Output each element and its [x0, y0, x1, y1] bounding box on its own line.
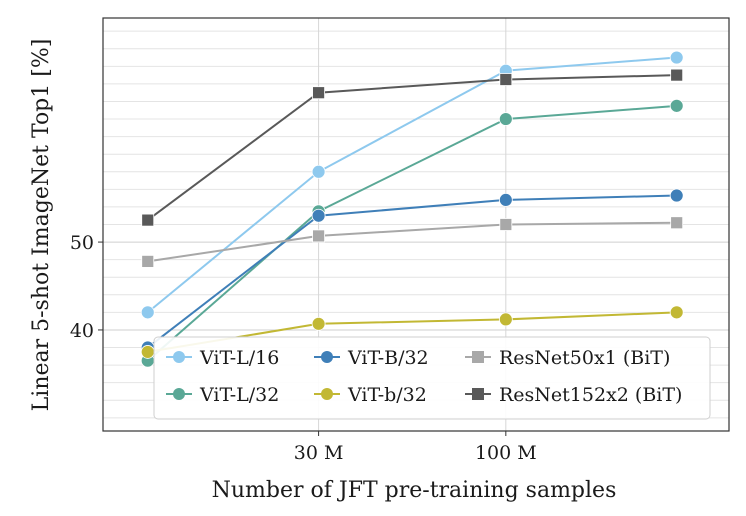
legend-box — [153, 336, 711, 420]
legend-entry: ViT-L/32 — [166, 384, 279, 406]
legend-entry: ResNet152x2 (BiT) — [465, 384, 682, 406]
data-point — [140, 305, 155, 320]
series-layer — [140, 50, 684, 368]
series-vit-b-32 — [140, 188, 684, 355]
data-point — [141, 213, 155, 227]
legend-marker — [472, 388, 484, 400]
data-point — [140, 345, 155, 359]
series-line — [147, 104, 677, 362]
y-tick-label: 50 — [70, 232, 94, 254]
legend-marker — [173, 388, 185, 400]
series-vit-l-32 — [140, 98, 684, 368]
series-resnet50x1-bit — [141, 216, 684, 268]
data-point — [311, 164, 326, 179]
legend-entry: ViT-B/32 — [314, 347, 429, 369]
legend: ViT-L/16 ViT-L/32 ViT-B/32 ViT-b/32 ResNet50… — [153, 336, 711, 420]
data-point — [669, 188, 684, 203]
legend-label: ResNet152x2 (BiT) — [499, 384, 682, 406]
x-axis-label: Number of JFT pre-training samples — [212, 478, 617, 503]
data-point — [311, 208, 326, 223]
series-vit-l-16 — [140, 50, 684, 320]
legend-label: ViT-L/16 — [199, 347, 279, 369]
legend-marker — [173, 351, 185, 363]
legend-marker — [472, 351, 484, 363]
data-point — [669, 50, 684, 65]
x-axis-ticks: 30 M 100 M — [294, 431, 537, 464]
legend-label: ViT-B/32 — [347, 347, 429, 369]
legend-label: ViT-L/32 — [199, 384, 279, 406]
series-line — [147, 56, 677, 314]
legend-label: ResNet50x1 (BiT) — [499, 347, 670, 369]
series-line — [147, 221, 677, 263]
series-line — [147, 194, 677, 349]
legend-entry: ViT-b/32 — [314, 384, 427, 406]
data-point — [670, 216, 684, 230]
data-point — [141, 255, 155, 268]
data-point — [669, 305, 684, 320]
data-point — [312, 86, 325, 100]
data-point — [498, 192, 513, 207]
x-tick-label: 100 M — [475, 442, 537, 464]
legend-marker — [321, 388, 333, 400]
x-tick-label: 30 M — [294, 442, 344, 464]
legend-entry: ViT-L/16 — [166, 347, 279, 369]
series-line — [147, 74, 677, 221]
data-point — [670, 68, 684, 82]
data-point — [498, 312, 513, 327]
legend-marker — [321, 351, 333, 363]
data-point — [499, 73, 513, 86]
y-tick-label: 40 — [70, 320, 94, 342]
data-point — [311, 316, 326, 331]
data-point — [499, 218, 513, 231]
series-resnet152x2-bit — [141, 68, 684, 227]
data-point — [669, 98, 684, 113]
data-point — [312, 229, 325, 243]
y-axis-ticks: 40 50 — [70, 232, 103, 342]
plot-frame — [102, 17, 730, 432]
legend-entry: ResNet50x1 (BiT) — [465, 347, 670, 369]
data-point — [498, 112, 513, 126]
y-axis-label: Linear 5-shot ImageNet Top1 [%] — [29, 39, 54, 412]
legend-label: ViT-b/32 — [347, 384, 427, 406]
